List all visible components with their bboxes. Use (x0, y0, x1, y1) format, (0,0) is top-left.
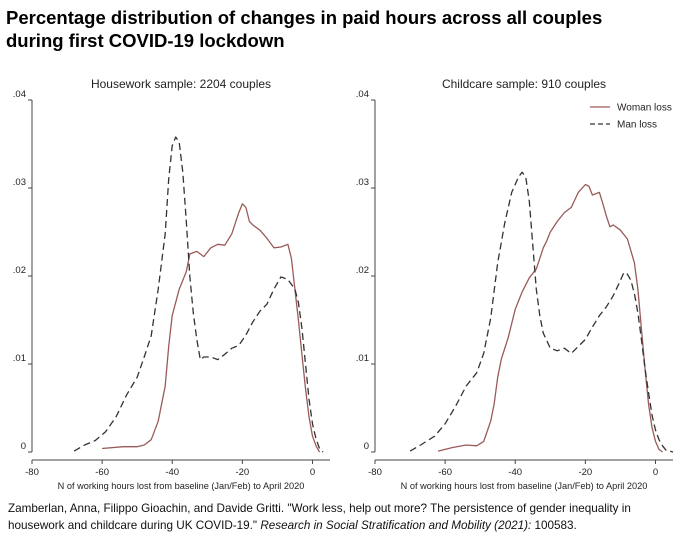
x-tick-label: -60 (95, 467, 109, 478)
y-tick-label: .01 (13, 353, 26, 364)
y-tick-label: .01 (356, 353, 369, 364)
x-tick-label: -40 (508, 467, 522, 478)
title-line-1: Percentage distribution of changes in pa… (6, 7, 603, 28)
x-tick-label: 0 (310, 467, 315, 478)
y-tick-label: .02 (13, 265, 26, 276)
panel-title: Housework sample: 2204 couples (91, 77, 271, 91)
citation-caption: Zamberlan, Anna, Filippo Gioachin, and D… (8, 500, 673, 534)
series-line-man-loss (73, 136, 324, 453)
x-tick-label: -40 (165, 467, 179, 478)
x-axis-label: N of working hours lost from baseline (J… (58, 481, 305, 491)
y-tick-label: .03 (356, 177, 369, 188)
legend: Woman loss Man loss (590, 103, 672, 131)
legend-label: Man loss (617, 120, 657, 131)
caption-article-number: 100583. (534, 519, 577, 532)
y-tick-label: .03 (13, 177, 26, 188)
caption-text-2: housework and childcare during UK COVID-… (8, 519, 258, 532)
legend-label: Woman loss (617, 103, 672, 114)
x-tick-label: -20 (235, 467, 249, 478)
caption-line-2: housework and childcare during UK COVID-… (8, 517, 673, 534)
series-line-woman-loss (102, 203, 321, 453)
y-tick-label: .02 (356, 265, 369, 276)
series-line-man-loss (409, 171, 674, 453)
y-tick-label: .04 (356, 89, 369, 100)
chart-panel-2: Childcare sample: 910 couples 0 .01 .02 .03.… (356, 77, 674, 491)
x-axis-label: N of working hours lost from baseline (J… (401, 481, 648, 491)
series-line-woman-loss (437, 183, 663, 453)
chart-title: Percentage distribution of changes in pa… (6, 6, 674, 52)
title-line-2: during first COVID-19 lockdown (6, 30, 285, 51)
x-tick-label: -60 (438, 467, 452, 478)
chart-panel-1: Housework sample: 2204 couples 0 .01 .02 .03… (13, 77, 330, 491)
y-tick-label: 0 (21, 441, 26, 452)
y-tick-label: .04 (13, 89, 26, 100)
x-tick-label: -80 (25, 467, 39, 478)
y-tick-label: 0 (364, 441, 369, 452)
x-tick-label: -20 (578, 467, 592, 478)
panel-title: Childcare sample: 910 couples (442, 77, 606, 91)
caption-line-1: Zamberlan, Anna, Filippo Gioachin, and D… (8, 502, 631, 515)
x-tick-label: -80 (368, 467, 382, 478)
x-tick-label: 0 (653, 467, 658, 478)
caption-journal: Research in Social Stratification and Mo… (260, 519, 532, 532)
